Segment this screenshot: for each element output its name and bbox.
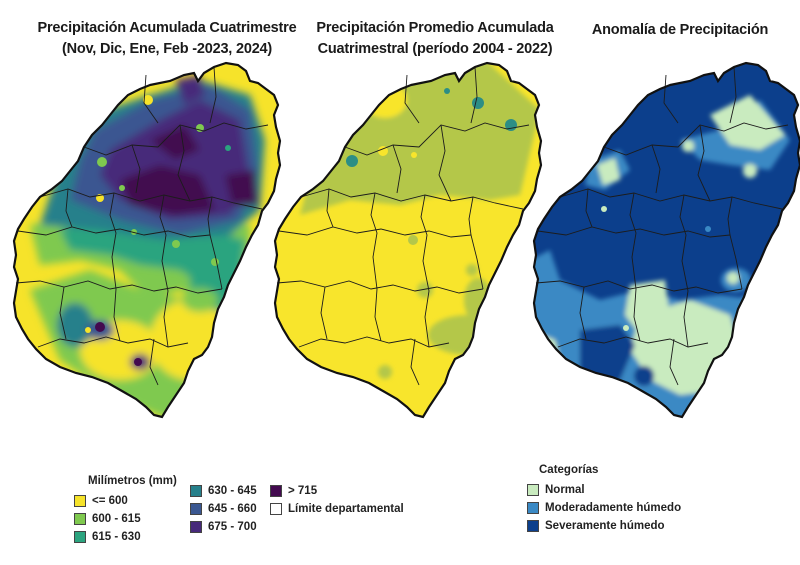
legend-mm-item-6: > 715 [270, 482, 420, 500]
legend-cat-item-2: Severamente húmedo [527, 517, 681, 535]
legend-mm-item-5: 675 - 700 [190, 518, 270, 536]
legend-mm-title: Milímetros (mm) [88, 475, 177, 487]
legend-cat-item-0: Normal [527, 481, 681, 499]
map-panel1 [12, 61, 282, 419]
legend-mm-item-4: 645 - 660 [190, 500, 270, 518]
legend-mm-item-1: 600 - 615 [74, 510, 190, 528]
legend-mm-item-7: Límite departamental [270, 500, 420, 518]
map-panel2 [273, 61, 543, 419]
legend-mm: Milímetros (mm) <= 600 600 - 615 615 - 6… [74, 475, 420, 546]
map-panel3 [532, 61, 800, 419]
panel3-title: Anomalía de Precipitación [591, 22, 769, 38]
legend-cat-item-1: Moderadamente húmedo [527, 499, 681, 517]
legend-mm-item-2: 615 - 630 [74, 528, 190, 546]
legend-categories: Categorías Normal Moderadamente húmedo S… [527, 464, 681, 535]
panel2-title: Precipitación Promedio Acumulada Cuatrim… [316, 20, 554, 57]
legend-mm-item-0: <= 600 [74, 492, 190, 510]
panel1-title: Precipitación Acumulada Cuatrimestre (No… [37, 20, 297, 57]
legend-categories-title: Categorías [539, 464, 599, 476]
legend-mm-item-3: 630 - 645 [190, 482, 270, 500]
